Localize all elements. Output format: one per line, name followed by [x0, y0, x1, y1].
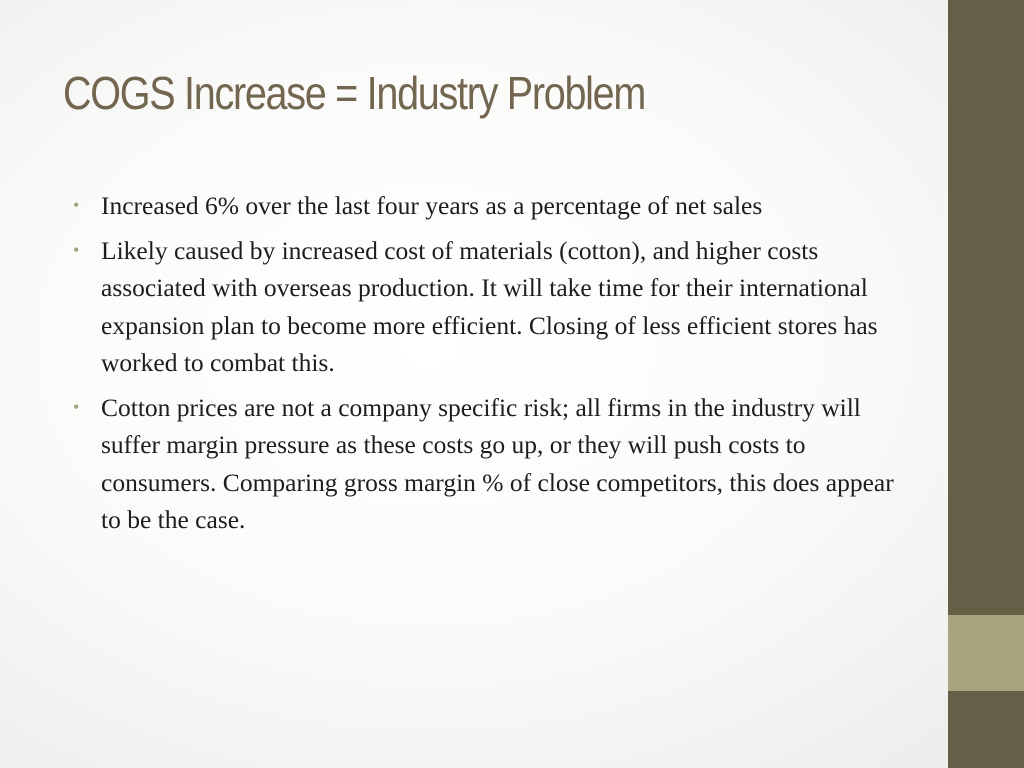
bullet-dot-icon: • — [73, 396, 80, 417]
bullet-text: Increased 6% over the last four years as… — [101, 191, 763, 220]
bullet-dot-icon: • — [73, 239, 80, 260]
bullet-item-3: • Cotton prices are not a company specif… — [73, 389, 903, 539]
bullet-dot-icon: • — [73, 195, 80, 215]
bullet-text: Cotton prices are not a company specific… — [101, 392, 894, 535]
bullet-item-2: • Likely caused by increased cost of mat… — [73, 232, 903, 382]
bullet-item-1: • Increased 6% over the last four years … — [73, 187, 903, 225]
bullet-text: Likely caused by increased cost of mater… — [101, 235, 878, 378]
bullet-list: • Increased 6% over the last four years … — [73, 187, 903, 546]
decorative-side-accent — [948, 615, 1024, 691]
slide-title: COGS Increase = Industry Problem — [63, 67, 646, 119]
